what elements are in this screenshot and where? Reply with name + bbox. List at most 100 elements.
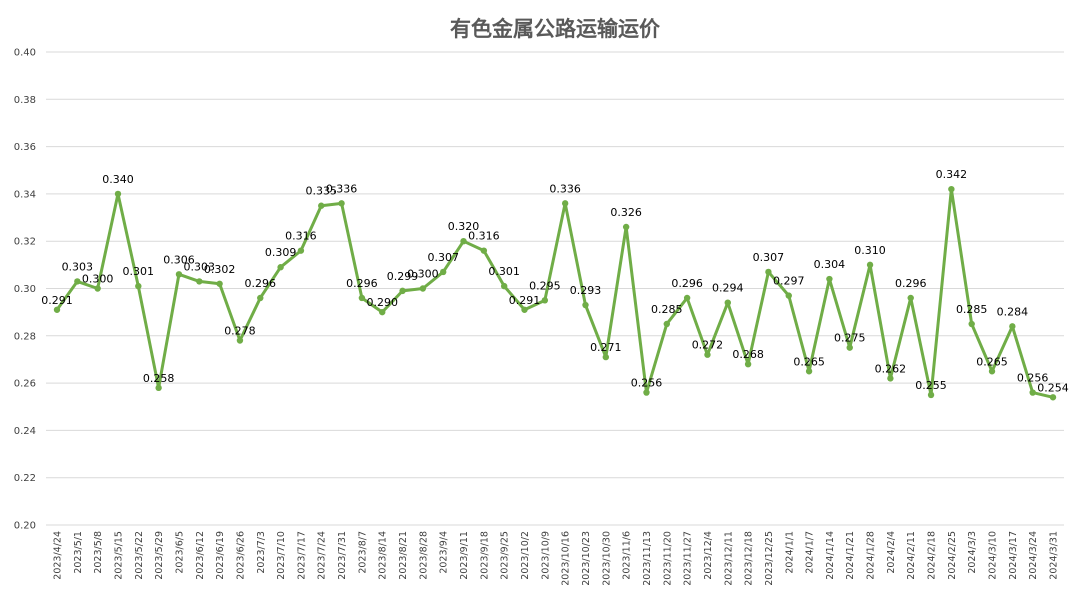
x-tick-label: 2023/12/25 (764, 531, 775, 586)
data-label: 0.285 (651, 303, 683, 316)
x-tick-label: 2024/2/4 (886, 531, 897, 574)
y-tick-label: 0.24 (14, 426, 36, 437)
data-label: 0.309 (265, 246, 297, 259)
x-tick-label: 2023/8/7 (357, 531, 368, 574)
data-label: 0.295 (529, 279, 561, 292)
x-tick-label: 2023/10/30 (601, 531, 612, 586)
x-tick-label: 2023/6/12 (195, 531, 206, 580)
data-point (521, 306, 528, 313)
data-label: 0.303 (62, 260, 94, 273)
data-point (318, 202, 325, 209)
x-tick-label: 2023/9/11 (459, 531, 470, 580)
data-label: 0.326 (610, 206, 642, 219)
data-label: 0.335 (305, 185, 337, 198)
data-label: 0.265 (976, 355, 1008, 368)
x-tick-label: 2024/3/10 (988, 531, 999, 580)
x-tick-label: 2023/6/19 (215, 531, 226, 580)
data-point (704, 351, 711, 358)
data-label: 0.340 (102, 173, 134, 186)
data-point (155, 384, 162, 392)
data-point (358, 294, 366, 302)
data-label: 0.256 (1017, 372, 1049, 385)
data-label: 0.316 (285, 230, 317, 243)
x-tick-label: 2023/10/9 (540, 531, 551, 580)
chart-title: 有色金属公路运输运价 (450, 17, 661, 41)
x-axis-tick-labels: 2023/4/24 2023/5/1 2023/5/8 2023/5/15 2023/5… (53, 531, 1060, 586)
data-point (379, 308, 386, 316)
data-point (846, 344, 853, 351)
data-point (948, 185, 955, 193)
data-label: 0.336 (549, 182, 581, 195)
data-label: 0.256 (631, 377, 663, 390)
x-tick-label: 2023/12/11 (723, 531, 734, 586)
x-tick-label: 2024/1/7 (805, 531, 816, 574)
x-tick-label: 2023/9/4 (439, 531, 450, 574)
x-tick-label: 2024/3/3 (967, 531, 978, 574)
x-tick-label: 2024/2/18 (927, 531, 938, 580)
data-point (683, 294, 691, 302)
x-tick-label: 2023/5/22 (134, 531, 145, 580)
x-tick-label: 2023/12/4 (703, 531, 714, 580)
data-point (399, 287, 406, 295)
x-tick-label: 2024/3/24 (1028, 531, 1039, 580)
x-tick-label: 2023/7/17 (296, 531, 307, 580)
x-tick-label: 2023/7/24 (317, 531, 328, 580)
data-label: 0.316 (468, 230, 500, 243)
data-point (277, 264, 284, 271)
y-tick-label: 0.32 (14, 237, 36, 248)
data-point (866, 261, 874, 269)
data-point (440, 268, 447, 276)
data-point (561, 200, 569, 207)
y-tick-label: 0.22 (14, 473, 36, 484)
data-label: 0.342 (936, 168, 968, 181)
data-label: 0.296 (346, 277, 378, 290)
data-label: 0.299 (387, 270, 419, 283)
data-label: 0.300 (407, 268, 439, 281)
x-tick-label: 2023/9/25 (500, 531, 511, 580)
data-label: 0.320 (448, 220, 480, 233)
y-axis-tick-labels: 0.20 0.22 0.24 0.26 0.28 0.30 0.32 0.34 0.36 0.38… (14, 48, 36, 532)
data-point (236, 337, 244, 344)
x-tick-label: 2023/10/16 (561, 531, 572, 586)
data-label: 0.296 (671, 277, 703, 290)
data-point (602, 353, 610, 361)
data-point (643, 389, 650, 396)
data-label: 0.293 (570, 284, 602, 297)
data-point (541, 297, 549, 304)
x-tick-label: 2023/6/5 (174, 531, 185, 574)
x-tick-label: 2023/10/23 (581, 531, 592, 586)
x-tick-label: 2023/11/20 (662, 531, 673, 586)
data-point (480, 247, 488, 254)
x-tick-label: 2023/7/10 (276, 531, 287, 580)
data-label: 0.258 (143, 372, 175, 385)
x-tick-label: 2023/7/3 (256, 531, 267, 574)
data-point (175, 271, 183, 278)
y-tick-label: 0.26 (14, 379, 36, 390)
x-tick-label: 2023/5/1 (73, 531, 84, 574)
data-point (1029, 389, 1036, 396)
data-point (968, 320, 975, 328)
x-tick-label: 2023/12/18 (744, 531, 755, 586)
x-tick-label: 2023/5/29 (154, 531, 165, 580)
data-point (622, 223, 630, 231)
data-point (744, 360, 752, 368)
data-point (460, 238, 467, 245)
data-point (135, 282, 142, 290)
x-tick-label: 2024/3/17 (1008, 531, 1019, 580)
data-label: 0.296 (895, 277, 927, 290)
data-label: 0.301 (488, 265, 520, 278)
x-tick-label: 2024/1/21 (845, 531, 856, 580)
data-label: 0.294 (712, 282, 744, 295)
data-point (663, 320, 670, 328)
data-label: 0.303 (184, 260, 216, 273)
y-tick-label: 0.20 (14, 521, 36, 532)
x-tick-label: 2023/8/21 (398, 531, 409, 580)
data-label: 0.304 (814, 258, 846, 271)
x-tick-label: 2023/10/2 (520, 531, 531, 580)
data-label: 0.296 (245, 277, 277, 290)
data-label: 0.275 (834, 332, 866, 345)
x-tick-label: 2023/4/24 (53, 531, 64, 580)
data-label: 0.290 (366, 296, 398, 309)
data-label: 0.302 (204, 263, 236, 276)
x-tick-label: 2023/6/26 (235, 531, 246, 580)
